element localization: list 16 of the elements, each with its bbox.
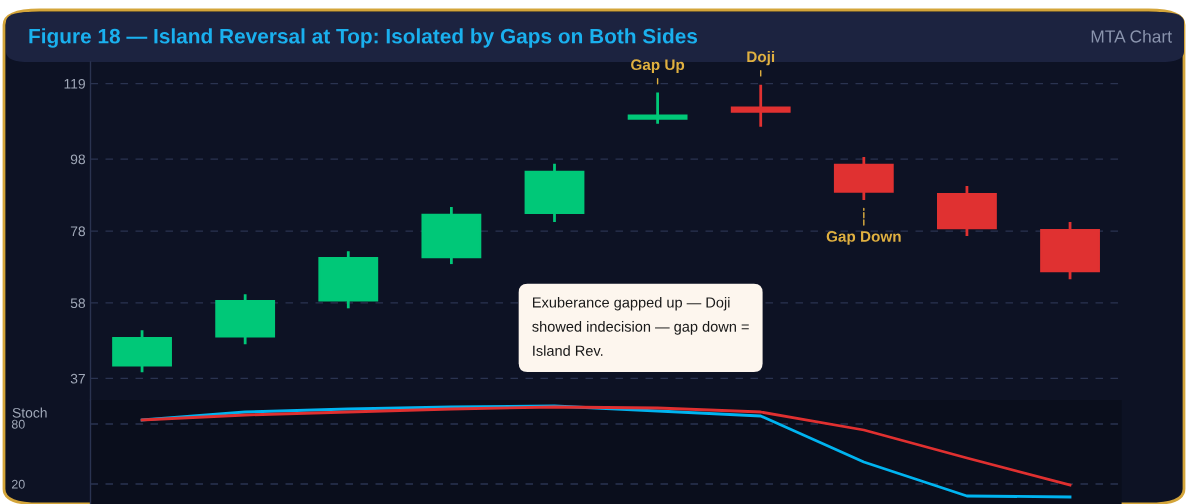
y-tick-label: 80: [11, 419, 25, 429]
y-tick-label: 58: [70, 298, 86, 309]
candlestick: [730, 83, 791, 129]
annotation: Exuberance gapped up — Doji showed indecision — gap down = Island Rev.: [532, 296, 749, 356]
y-axis-title: Stoch: [12, 407, 47, 418]
y-tick-label: 37: [70, 373, 85, 384]
chart-title: Figure 18 — Island Reversal at Top: Isolated by Gaps on Both Sides: [29, 28, 698, 48]
text: MTA Chart: [1091, 29, 1172, 43]
annotation: Gap Up: [631, 59, 685, 74]
y-tick-label: 119: [64, 78, 85, 89]
annotation: Gap Down: [826, 231, 901, 245]
candlestick: [627, 91, 688, 126]
y-tick-label: 78: [70, 226, 86, 237]
y-tick-label: 20: [11, 479, 25, 489]
annotation: Doji: [747, 50, 775, 66]
y-tick-label: 98: [70, 154, 86, 165]
